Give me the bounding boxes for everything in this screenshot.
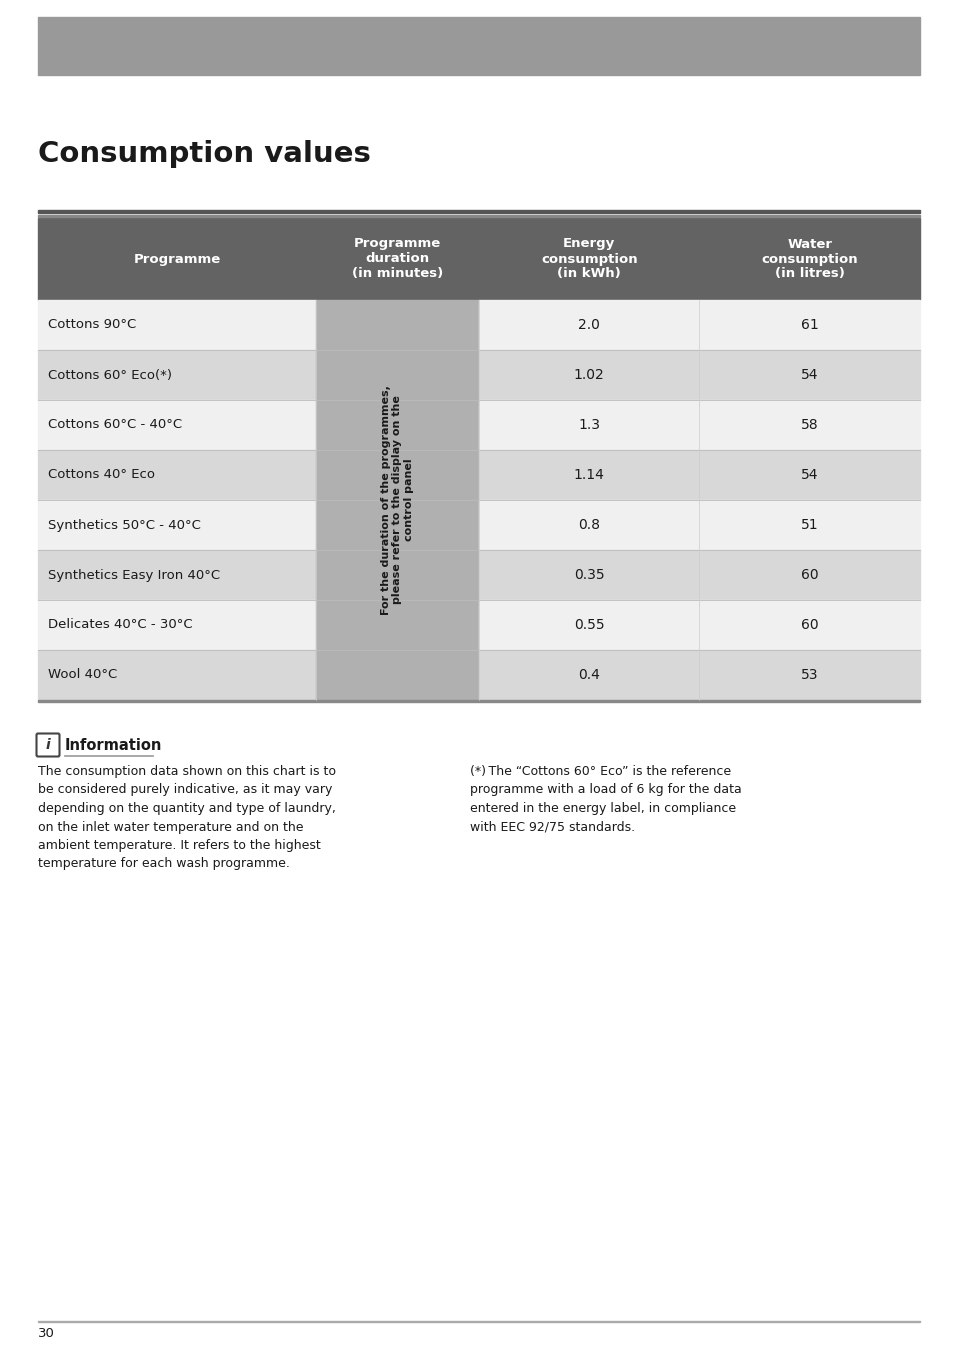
- Bar: [699, 500, 919, 550]
- Bar: [478, 500, 699, 550]
- Bar: [38, 500, 315, 550]
- Text: Cottons 60°C - 40°C: Cottons 60°C - 40°C: [48, 419, 182, 431]
- Bar: [315, 450, 478, 500]
- Text: i: i: [46, 738, 51, 752]
- Bar: [478, 300, 699, 350]
- Bar: [315, 400, 478, 450]
- Bar: [38, 218, 315, 300]
- Text: 54: 54: [801, 368, 818, 383]
- Text: 60: 60: [801, 618, 818, 631]
- Text: 1.02: 1.02: [574, 368, 604, 383]
- Text: Synthetics 50°C - 40°C: Synthetics 50°C - 40°C: [48, 519, 201, 531]
- Bar: [699, 450, 919, 500]
- Bar: [38, 300, 315, 350]
- Text: 54: 54: [801, 468, 818, 483]
- Text: Information: Information: [65, 737, 162, 753]
- Text: Wool 40°C: Wool 40°C: [48, 668, 117, 681]
- Text: (*) The “Cottons 60° Eco” is the reference
programme with a load of 6 kg for the: (*) The “Cottons 60° Eco” is the referen…: [470, 765, 741, 833]
- Text: Cottons 90°C: Cottons 90°C: [48, 319, 136, 331]
- Text: 1.3: 1.3: [578, 418, 599, 433]
- FancyBboxPatch shape: [36, 734, 59, 757]
- Bar: [38, 450, 315, 500]
- Bar: [38, 400, 315, 450]
- Text: 0.55: 0.55: [574, 618, 604, 631]
- Bar: [38, 350, 315, 400]
- Bar: [315, 650, 478, 700]
- Bar: [699, 600, 919, 650]
- Bar: [699, 550, 919, 600]
- Bar: [315, 600, 478, 650]
- Text: 61: 61: [800, 318, 818, 333]
- Text: 0.4: 0.4: [578, 668, 599, 681]
- Text: 1.14: 1.14: [573, 468, 604, 483]
- Bar: [478, 400, 699, 450]
- Bar: [315, 550, 478, 600]
- Bar: [315, 500, 478, 550]
- Bar: [699, 350, 919, 400]
- Bar: [315, 300, 478, 350]
- Text: 58: 58: [801, 418, 818, 433]
- Text: 0.8: 0.8: [578, 518, 599, 531]
- Text: Consumption values: Consumption values: [38, 141, 371, 168]
- Text: 30: 30: [38, 1328, 55, 1340]
- Bar: [478, 450, 699, 500]
- Bar: [478, 550, 699, 600]
- Text: Energy
consumption
(in kWh): Energy consumption (in kWh): [540, 238, 637, 280]
- Text: 51: 51: [801, 518, 818, 531]
- Bar: [699, 300, 919, 350]
- Bar: [38, 210, 919, 214]
- Bar: [699, 218, 919, 300]
- Text: Cottons 40° Eco: Cottons 40° Eco: [48, 469, 154, 481]
- Bar: [38, 650, 315, 700]
- Text: Programme: Programme: [133, 253, 220, 265]
- Bar: [38, 550, 315, 600]
- Text: Water
consumption
(in litres): Water consumption (in litres): [760, 238, 857, 280]
- Bar: [38, 600, 315, 650]
- Bar: [38, 18, 919, 74]
- Bar: [315, 350, 478, 400]
- Bar: [699, 400, 919, 450]
- Text: 2.0: 2.0: [578, 318, 599, 333]
- Text: 60: 60: [801, 568, 818, 581]
- Text: Programme
duration
(in minutes): Programme duration (in minutes): [352, 238, 442, 280]
- Bar: [478, 218, 699, 300]
- Text: 53: 53: [801, 668, 818, 681]
- Bar: [478, 600, 699, 650]
- Bar: [478, 650, 699, 700]
- Text: Synthetics Easy Iron 40°C: Synthetics Easy Iron 40°C: [48, 568, 220, 581]
- Bar: [38, 700, 919, 702]
- Text: Cottons 60° Eco(*): Cottons 60° Eco(*): [48, 369, 172, 381]
- Bar: [315, 218, 478, 300]
- Text: 0.35: 0.35: [574, 568, 604, 581]
- Bar: [699, 650, 919, 700]
- Bar: [478, 350, 699, 400]
- Bar: [38, 1321, 919, 1322]
- Bar: [38, 215, 919, 218]
- Text: The consumption data shown on this chart is to
be considered purely indicative, : The consumption data shown on this chart…: [38, 765, 335, 871]
- Text: For the duration of the programmes,
please refer to the display on the
control p: For the duration of the programmes, plea…: [380, 385, 414, 615]
- Text: Delicates 40°C - 30°C: Delicates 40°C - 30°C: [48, 618, 193, 631]
